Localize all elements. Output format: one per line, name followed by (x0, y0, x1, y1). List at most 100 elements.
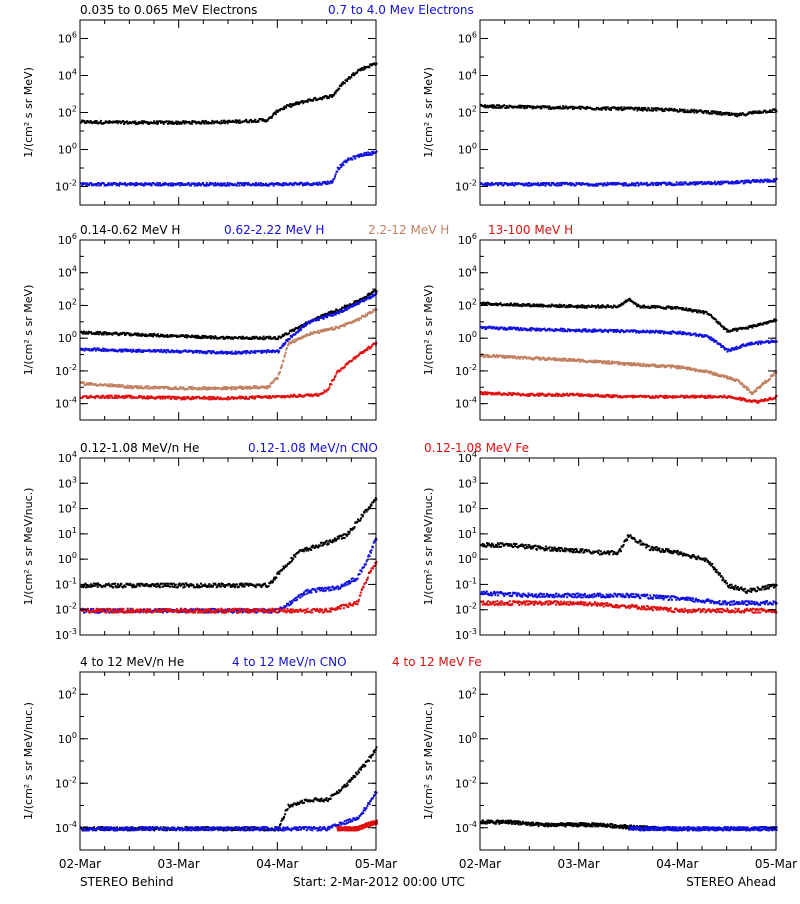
data-point (166, 351, 168, 353)
data-point (258, 121, 260, 123)
data-point (285, 342, 287, 344)
legend-entry: 0.62-2.22 MeV H (224, 223, 324, 237)
data-point (284, 354, 286, 356)
data-point (298, 330, 300, 332)
series-1 (80, 292, 377, 355)
y-tick-label: 100 (58, 330, 77, 345)
data-point (188, 183, 190, 185)
data-point (716, 340, 718, 342)
data-point (511, 182, 513, 184)
data-point (501, 182, 503, 184)
data-point (767, 179, 769, 181)
y-axis-label: 1/(cm² s sr MeV) (22, 67, 35, 158)
data-point (108, 395, 110, 397)
data-point (772, 181, 774, 183)
data-point (254, 398, 256, 400)
data-point (300, 329, 302, 331)
data-point (741, 346, 743, 348)
data-point (275, 113, 277, 115)
data-point (338, 312, 340, 314)
data-point (503, 104, 505, 106)
y-axis-label: 1/(cm² s sr MeV) (422, 67, 435, 158)
y-axis-label: 1/(cm² s sr MeV) (22, 285, 35, 376)
data-point (683, 184, 685, 186)
data-point (184, 336, 186, 338)
data-point (126, 120, 128, 122)
data-point (223, 184, 225, 186)
y-tick-label: 102 (58, 105, 77, 120)
data-point (749, 344, 751, 346)
data-point (240, 398, 242, 400)
data-point (351, 158, 353, 160)
data-point (332, 181, 334, 183)
data-point (607, 331, 609, 333)
data-point (116, 395, 118, 397)
data-point (334, 328, 336, 330)
data-point (366, 349, 368, 351)
legend-entry: 13-100 MeV H (488, 223, 573, 237)
data-point (244, 350, 246, 352)
data-point (87, 333, 89, 335)
data-point (273, 185, 275, 187)
data-point (146, 387, 148, 389)
data-point (241, 388, 243, 390)
data-point (108, 182, 110, 184)
data-point (340, 166, 342, 168)
data-point (214, 182, 216, 184)
data-point (670, 333, 672, 335)
data-point (542, 184, 544, 186)
data-point (126, 387, 128, 389)
data-point (557, 182, 559, 184)
data-point (254, 119, 256, 121)
data-point (157, 333, 159, 335)
data-point (251, 395, 253, 397)
y-tick-label: 104 (58, 68, 77, 83)
data-point (337, 89, 339, 91)
data-point (326, 316, 328, 318)
data-point (646, 182, 648, 184)
data-point (530, 330, 532, 332)
data-point (521, 305, 523, 307)
data-point (155, 184, 157, 186)
data-point (171, 182, 173, 184)
data-point (272, 382, 274, 384)
data-point (282, 360, 284, 362)
data-point (239, 185, 241, 187)
data-point (281, 366, 283, 368)
data-point (343, 310, 345, 312)
data-point (497, 184, 499, 186)
data-point (148, 385, 150, 387)
data-point (227, 122, 229, 124)
data-point (742, 180, 744, 182)
data-point (605, 109, 607, 111)
data-point (756, 325, 758, 327)
legend-entry: 0.12-1.08 MeV/n CNO (248, 441, 378, 455)
data-point (358, 319, 360, 321)
data-point (162, 398, 164, 400)
data-point (714, 181, 716, 183)
data-point (292, 339, 294, 341)
data-point (335, 173, 337, 175)
data-point (633, 182, 635, 184)
series-0 (480, 104, 777, 117)
data-point (98, 182, 100, 184)
data-point (156, 182, 158, 184)
data-point (719, 113, 721, 115)
data-point (563, 304, 565, 306)
data-point (318, 319, 320, 321)
y-tick-label: 104 (458, 68, 477, 83)
data-point (286, 347, 288, 349)
data-point (335, 375, 337, 377)
y-tick-label: 100 (458, 142, 477, 157)
data-point (656, 110, 658, 112)
data-point (497, 107, 499, 109)
y-tick-label: 106 (58, 232, 77, 247)
data-point (130, 385, 132, 387)
data-point (204, 123, 206, 125)
data-point (202, 398, 204, 400)
data-point (665, 308, 667, 310)
data-point (344, 82, 346, 84)
